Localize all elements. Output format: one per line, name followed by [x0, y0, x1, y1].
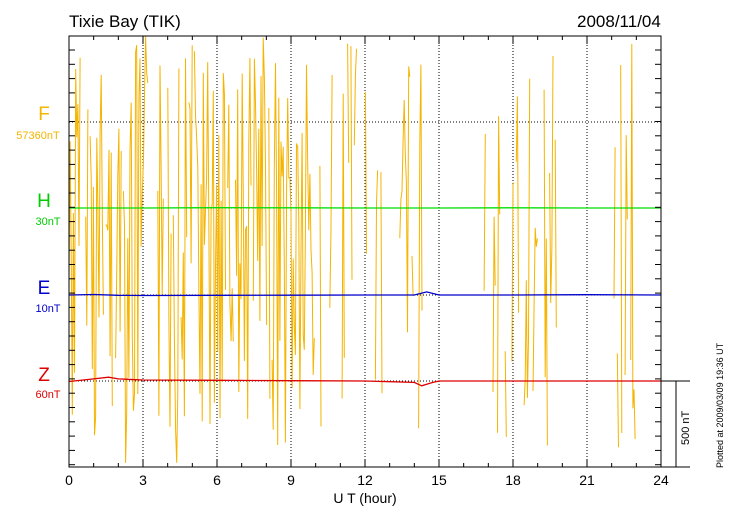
channel-f-label: F: [38, 104, 50, 125]
x-tick-label-3: 3: [139, 472, 147, 488]
series-f-line: [68, 36, 636, 463]
x-tick-label-21: 21: [579, 472, 595, 488]
channel-z-baseline: 60nT: [35, 389, 61, 401]
series-e-line: [68, 291, 662, 297]
plot-date: 2008/11/04: [577, 12, 661, 31]
x-tick-label-6: 6: [213, 472, 221, 488]
x-tick-label-0: 0: [65, 472, 73, 488]
x-tick-label-18: 18: [505, 472, 521, 488]
channel-f-baseline: 57360nT: [16, 130, 60, 142]
plotted-note: Plotted at 2009/03/09 19:36 UT: [715, 342, 725, 468]
x-tick-label-24: 24: [653, 472, 669, 488]
channel-z-label: Z: [38, 365, 50, 386]
scale-bar-label: 500 nT: [680, 410, 692, 445]
channel-e-label: E: [37, 278, 51, 299]
series-z-line: [68, 376, 661, 387]
station-title: Tixie Bay (TIK): [69, 12, 181, 31]
channel-e-baseline: 10nT: [35, 303, 61, 315]
x-tick-label-12: 12: [357, 472, 373, 488]
x-tick-label-9: 9: [287, 472, 295, 488]
channel-h-label: H: [37, 191, 51, 212]
x-axis-label: U T (hour): [333, 490, 397, 506]
channel-h-baseline: 30nT: [35, 216, 61, 228]
x-tick-label-15: 15: [431, 472, 447, 488]
